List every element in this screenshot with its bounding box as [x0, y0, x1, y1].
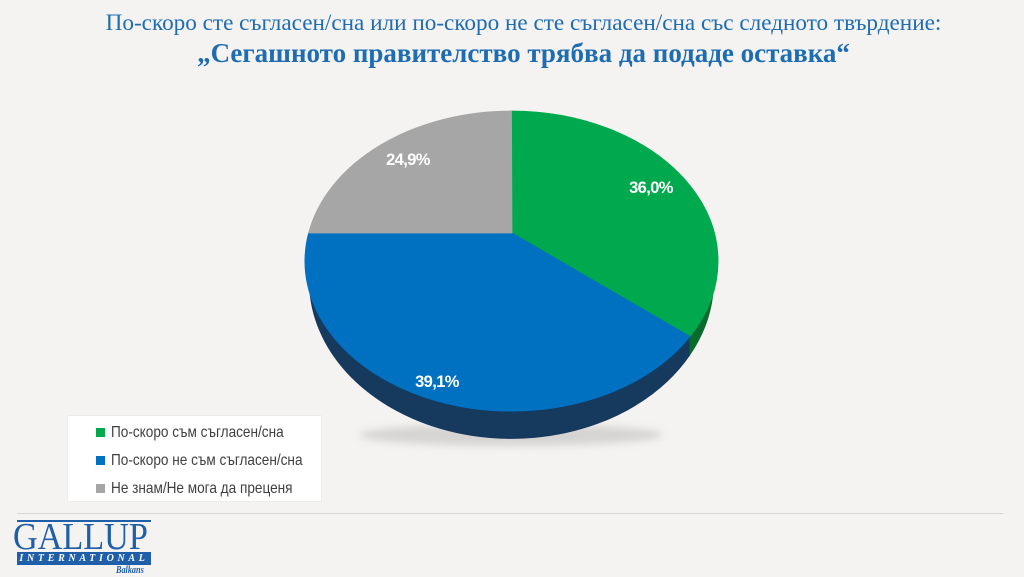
svg-text:36,0%: 36,0% — [629, 179, 674, 197]
svg-text:24,9%: 24,9% — [386, 151, 431, 169]
svg-text:39,1%: 39,1% — [415, 373, 460, 391]
